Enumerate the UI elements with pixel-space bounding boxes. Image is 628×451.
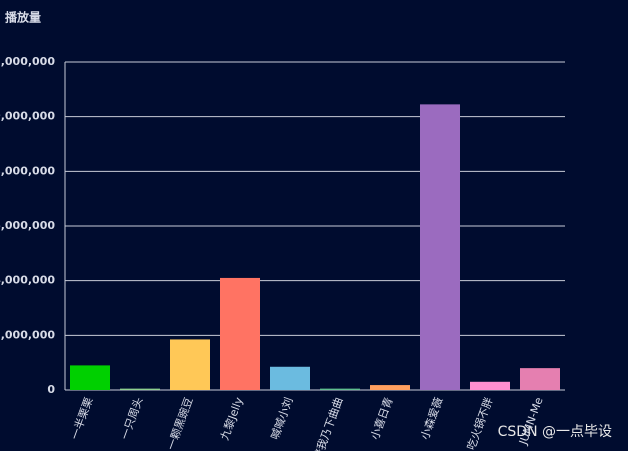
- watermark: CSDN @一点毕设: [498, 424, 612, 440]
- y-tick-label: 8,000,000: [0, 164, 55, 177]
- bar: [270, 366, 310, 390]
- y-tick-label: 10,000,000: [0, 110, 55, 123]
- y-tick-label: 12,000,000: [0, 55, 55, 68]
- y-tick-label: 2,000,000: [0, 328, 55, 341]
- bar: [370, 385, 410, 390]
- bar: [120, 388, 160, 390]
- y-tick-label: 4,000,000: [0, 274, 55, 287]
- bar: [320, 388, 360, 390]
- y-tick-label: 6,000,000: [0, 219, 55, 232]
- bar: [420, 104, 460, 390]
- y-axis-title: 播放量: [5, 10, 41, 25]
- bar: [520, 368, 560, 390]
- y-tick-label: 0: [47, 383, 55, 396]
- bar: [220, 277, 260, 390]
- bar: [470, 381, 510, 390]
- bar: [170, 339, 210, 390]
- bar: [70, 365, 110, 390]
